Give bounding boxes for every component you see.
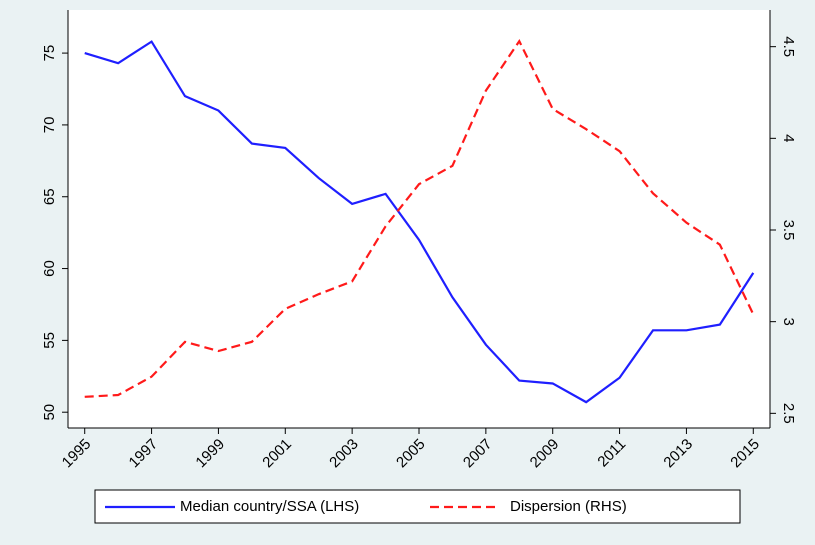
y2-tick-label: 3.5 — [780, 220, 797, 241]
y-tick-label: 75 — [41, 45, 58, 62]
y2-tick-label: 3 — [780, 317, 797, 325]
plot-area — [68, 10, 770, 428]
y-tick-label: 55 — [41, 332, 58, 349]
legend-box — [94, 489, 741, 524]
legend-label: Median country/SSA (LHS) — [180, 498, 359, 515]
y2-tick-label: 2.5 — [780, 403, 797, 424]
y2-tick-label: 4 — [780, 134, 797, 142]
series-line — [84, 38, 755, 398]
y-tick-label: 70 — [41, 117, 58, 134]
series-line — [84, 40, 755, 404]
legend-label: Dispersion (RHS) — [510, 498, 627, 515]
y2-tick-label: 4.5 — [780, 36, 797, 57]
y-tick-label: 50 — [41, 404, 58, 421]
y-tick-label: 60 — [41, 260, 58, 277]
y-tick-label: 65 — [41, 188, 58, 205]
